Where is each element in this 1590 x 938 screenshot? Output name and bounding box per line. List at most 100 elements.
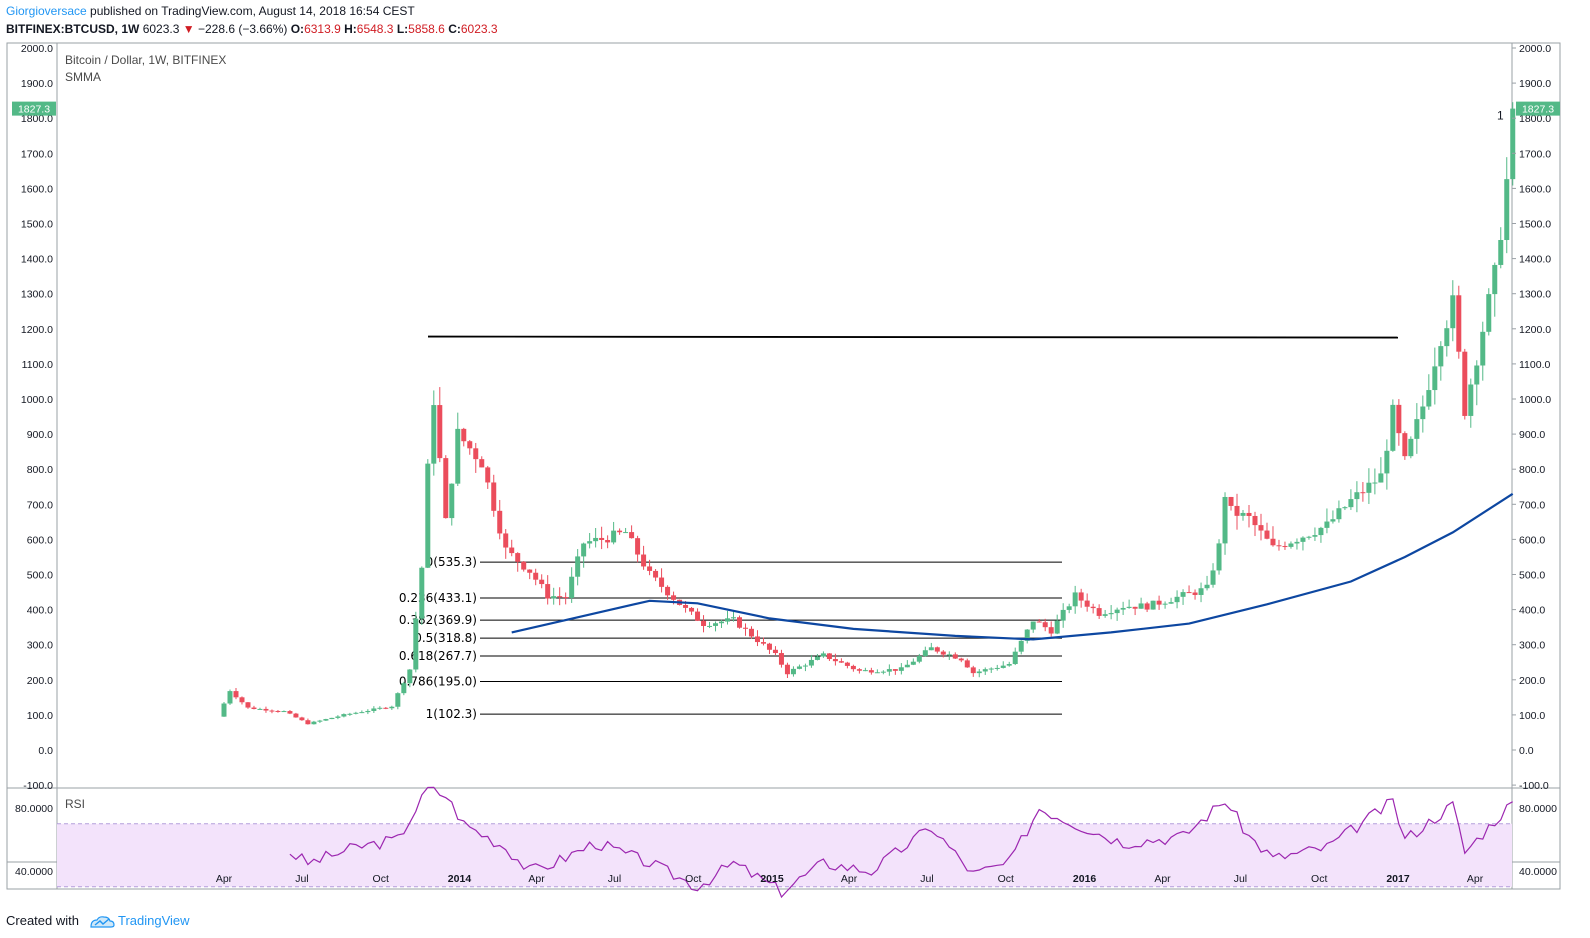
candle — [1444, 320, 1450, 357]
candle — [1174, 590, 1180, 609]
candle — [521, 561, 527, 572]
time-axis[interactable]: Apr Jul Oct 2014 Apr Jul Oct 2015 Apr Jul Oct 2016 A… — [216, 873, 1484, 885]
candle — [838, 658, 844, 663]
candle — [988, 667, 994, 673]
candle — [1306, 535, 1312, 540]
candle — [221, 701, 227, 717]
rsi-curve — [289, 786, 1513, 899]
price-tick-right: 200.0 — [1519, 675, 1545, 687]
candle — [1372, 468, 1378, 495]
fib-level-label: 0.786(195.0) — [399, 675, 477, 689]
svg-text:1827.3: 1827.3 — [1522, 104, 1554, 116]
candle — [964, 658, 970, 668]
price-tick-left: 400.0 — [27, 605, 53, 617]
candle — [1342, 506, 1348, 511]
candle — [605, 535, 611, 549]
price-tick-left: 1200.0 — [21, 324, 53, 336]
candle — [575, 549, 581, 586]
candle — [1462, 348, 1468, 420]
candle — [443, 455, 449, 519]
chart-frame — [6, 42, 1561, 890]
rsi-tick-left: 80.0000 — [15, 803, 53, 815]
candle — [1180, 589, 1186, 605]
price-tick-right: 1400.0 — [1519, 254, 1551, 266]
candle — [910, 658, 916, 666]
candle — [251, 705, 257, 710]
candle — [994, 664, 1000, 671]
price-tick-right: 1700.0 — [1519, 148, 1551, 160]
candle — [623, 527, 629, 534]
rsi-label: RSI — [65, 797, 85, 811]
down-arrow-icon: ▼ — [182, 22, 195, 36]
close-value: 6023.3 — [460, 22, 498, 36]
candle — [1204, 575, 1210, 591]
candle — [1024, 629, 1030, 644]
candle — [1144, 601, 1150, 613]
price-tick-left: 1900.0 — [21, 78, 53, 90]
candle — [958, 657, 964, 663]
low-label: L: — [396, 22, 409, 36]
price-tick-right: 2000.0 — [1519, 43, 1551, 55]
time-tick: 2014 — [448, 873, 472, 885]
resistance-line[interactable] — [427, 335, 1399, 339]
price-tick-right: 1600.0 — [1519, 183, 1551, 195]
candle — [383, 706, 389, 710]
rsi-tick-right: 40.0000 — [1519, 866, 1557, 878]
candle — [1186, 585, 1192, 594]
candle — [581, 542, 587, 568]
candle — [731, 610, 737, 622]
price-tick-left: 1600.0 — [21, 183, 53, 195]
close-label: C: — [448, 22, 461, 36]
candle — [455, 412, 461, 486]
price-tick-left: 900.0 — [27, 429, 53, 441]
candle — [473, 442, 479, 473]
candle — [1420, 395, 1426, 433]
candle — [515, 552, 521, 572]
candle — [491, 474, 497, 517]
price-tick-right: 1100.0 — [1519, 359, 1550, 371]
candle — [1480, 321, 1486, 381]
price-tick-left: 1800.0 — [21, 113, 53, 125]
author-name[interactable]: Giorgioversace — [6, 4, 87, 18]
candle — [1222, 492, 1228, 555]
candle — [563, 592, 569, 605]
time-tick: Oct — [685, 873, 701, 885]
candle — [539, 574, 545, 589]
candle — [431, 390, 437, 476]
candle — [790, 666, 796, 677]
time-tick: Apr — [1154, 873, 1171, 885]
price-tick-right: 800.0 — [1519, 464, 1545, 476]
candle — [820, 651, 826, 658]
candle — [1258, 513, 1264, 541]
candle — [880, 670, 886, 675]
price-tick-left: 1700.0 — [21, 148, 53, 160]
candle — [359, 710, 365, 714]
high-label: H: — [344, 22, 357, 36]
price-tick-right: 1800.0 — [1519, 113, 1551, 125]
fibonacci-retracement[interactable]: 0(535.3) 0.236(433.1) 0.382(369.9) 0.5(318.… — [399, 555, 1062, 721]
candle — [551, 587, 557, 605]
candle — [281, 710, 287, 713]
price-tick-right: 1000.0 — [1519, 394, 1551, 406]
candle — [826, 653, 832, 661]
candle — [940, 650, 946, 658]
candle — [1336, 500, 1342, 523]
price-tick-left: 1300.0 — [21, 289, 53, 301]
candle — [275, 709, 281, 713]
candle — [1084, 593, 1090, 612]
tradingview-link[interactable]: TradingView — [118, 913, 190, 928]
rsi-tick-left: 40.0000 — [15, 866, 53, 878]
candle — [335, 715, 341, 720]
time-tick: Jul — [295, 873, 308, 885]
fib-level-label: 0.382(369.9) — [399, 613, 477, 627]
candle — [1324, 508, 1330, 534]
candle — [527, 569, 533, 580]
price-tick-right: 1300.0 — [1519, 289, 1551, 301]
candle — [1012, 647, 1018, 666]
rsi-band — [57, 823, 1512, 887]
candle — [934, 646, 940, 654]
candle — [808, 654, 814, 668]
candle — [1018, 640, 1024, 655]
